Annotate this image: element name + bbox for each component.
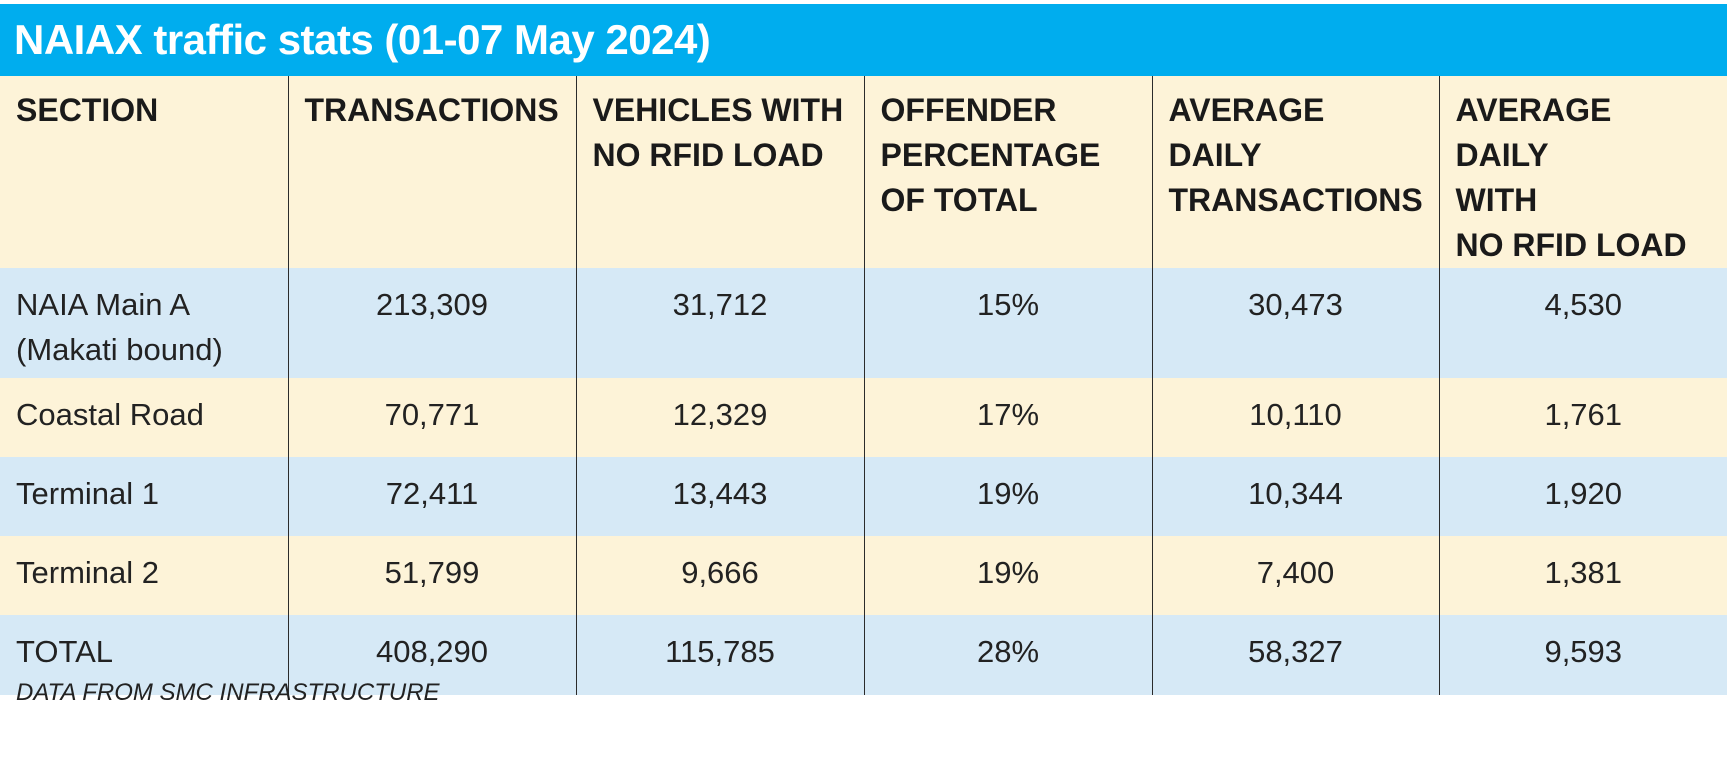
avg-daily-no-rfid-cell: 4,530: [1438, 268, 1727, 378]
header-row: SECTION TRANSACTIONS VEHICLES WITH NO RF…: [0, 76, 1727, 268]
column-header: VEHICLES WITH NO RFID LOAD: [575, 76, 865, 268]
section-cell: TOTAL: [0, 615, 289, 695]
avg-daily-transactions-cell: 7,400: [1151, 536, 1440, 615]
offender-percentage-cell: 19%: [863, 536, 1153, 615]
table-row: Terminal 2 51,799 9,666 19% 7,400 1,381: [0, 536, 1727, 615]
no-rfid-cell: 115,785: [575, 615, 865, 695]
traffic-table: SECTION TRANSACTIONS VEHICLES WITH NO RF…: [0, 76, 1727, 695]
no-rfid-cell: 31,712: [575, 268, 865, 378]
section-cell: Terminal 2: [0, 536, 289, 615]
transactions-cell: 72,411: [287, 457, 577, 536]
transactions-cell: 213,309: [287, 268, 577, 378]
avg-daily-no-rfid-cell: 9,593: [1438, 615, 1727, 695]
section-cell: Coastal Road: [0, 378, 289, 457]
column-header: SECTION: [0, 76, 289, 268]
column-header: AVERAGE DAILY TRANSACTIONS: [1151, 76, 1440, 268]
source-note: DATA FROM SMC INFRASTRUCTURE: [16, 679, 440, 706]
offender-percentage-cell: 19%: [863, 457, 1153, 536]
column-header: AVERAGE DAILY WITH NO RFID LOAD: [1438, 76, 1727, 268]
transactions-cell: 51,799: [287, 536, 577, 615]
offender-percentage-cell: 15%: [863, 268, 1153, 378]
total-row: TOTAL 408,290 115,785 28% 58,327 9,593: [0, 615, 1727, 695]
avg-daily-transactions-cell: 30,473: [1151, 268, 1440, 378]
no-rfid-cell: 12,329: [575, 378, 865, 457]
offender-percentage-cell: 17%: [863, 378, 1153, 457]
chart-title: NAIAX traffic stats (01-07 May 2024): [14, 16, 711, 63]
avg-daily-no-rfid-cell: 1,920: [1438, 457, 1727, 536]
offender-percentage-cell: 28%: [863, 615, 1153, 695]
avg-daily-no-rfid-cell: 1,761: [1438, 378, 1727, 457]
no-rfid-cell: 9,666: [575, 536, 865, 615]
transactions-cell: 70,771: [287, 378, 577, 457]
avg-daily-transactions-cell: 10,110: [1151, 378, 1440, 457]
stats-table: SECTION TRANSACTIONS VEHICLES WITH NO RF…: [0, 76, 1727, 695]
section-cell: NAIA Main A (Makati bound): [0, 268, 289, 378]
avg-daily-transactions-cell: 10,344: [1151, 457, 1440, 536]
table-row: NAIA Main A (Makati bound) 213,309 31,71…: [0, 268, 1727, 378]
table-row: Coastal Road 70,771 12,329 17% 10,110 1,…: [0, 378, 1727, 457]
avg-daily-transactions-cell: 58,327: [1151, 615, 1440, 695]
no-rfid-cell: 13,443: [575, 457, 865, 536]
section-cell: Terminal 1: [0, 457, 289, 536]
column-header: TRANSACTIONS: [287, 76, 577, 268]
avg-daily-no-rfid-cell: 1,381: [1438, 536, 1727, 615]
title-bar: NAIAX traffic stats (01-07 May 2024): [0, 4, 1727, 76]
table-row: Terminal 1 72,411 13,443 19% 10,344 1,92…: [0, 457, 1727, 536]
column-header: OFFENDER PERCENTAGE OF TOTAL: [863, 76, 1153, 268]
